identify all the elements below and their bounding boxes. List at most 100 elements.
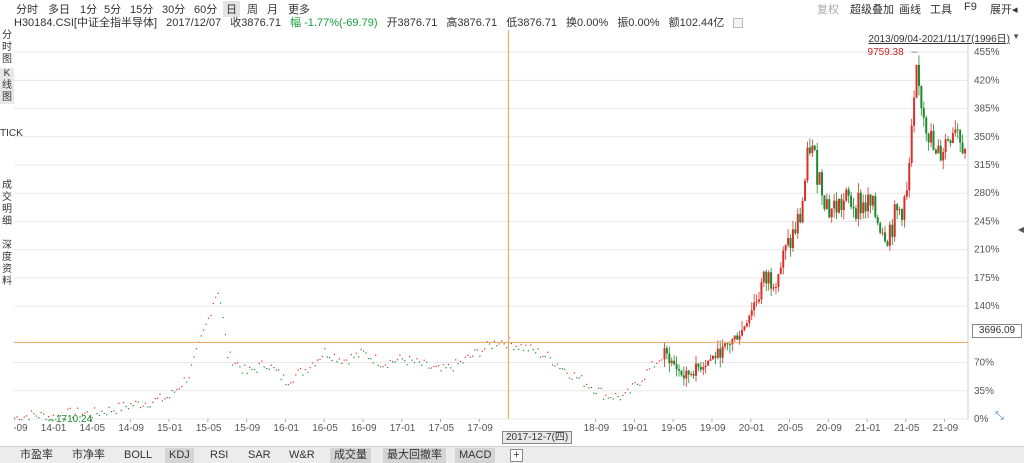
price-dot [605,394,607,396]
price-dot [593,392,595,394]
price-dot [559,367,561,370]
quote-info-row: H30184.CSI[中证全指半导体] 2017/12/07 收3876.71 … [14,14,749,29]
expand-button[interactable]: 展开◂ [990,4,1018,16]
x-tick-label: 15-01 [157,423,183,432]
period-15min[interactable]: 15分 [130,4,154,16]
date-range-label[interactable]: 2013/09/04-2021/11/17(1996日) [868,34,1010,45]
price-dot [103,412,105,414]
period-60min[interactable]: 60分 [194,4,218,16]
price-dot [493,340,496,342]
price-dot [602,398,605,400]
candle-body [869,194,872,206]
price-dot [278,369,280,371]
price-dot [188,377,190,379]
candle-body [694,363,697,376]
settings-checkbox-icon[interactable] [733,18,744,29]
candle-body [801,200,804,223]
price-dot [479,355,481,357]
candle-body [714,355,717,358]
close-value: 收3876.71 [230,17,281,29]
candle-body [944,139,947,152]
kline-chart[interactable]: 455% 420% 385% 350% 315% 280% 245% 210% 175% 140%… [14,30,1022,432]
price-dot [285,384,287,386]
tab-boll[interactable]: BOLL [124,449,153,461]
tab-volume[interactable]: 成交量 [330,448,371,463]
fuquan-button[interactable]: 复权 [817,4,839,16]
candle-body [670,360,673,364]
side-tab-deal-detail[interactable]: 成交明细 [2,180,12,227]
side-tab-depth[interactable]: 深度资料 [2,240,12,287]
price-dot [530,344,532,346]
side-tab-tick[interactable]: TICK [0,128,23,139]
price-dot [346,359,348,361]
candle-body [711,355,714,360]
candle-body [724,343,727,347]
draw-line-button[interactable]: 画线 [899,4,921,16]
tab-sar[interactable]: SAR [248,449,271,461]
price-dot [595,392,597,395]
side-expand-arrow-icon[interactable]: ◀ [1017,225,1024,234]
y-tick-label: 140% [974,301,1000,312]
price-dot [564,368,566,370]
price-dot [246,372,248,374]
price-dot [425,361,428,363]
period-more[interactable]: 更多 [288,4,310,16]
period-day[interactable]: 日 [223,1,240,17]
side-tab-kline[interactable]: K线图 [0,68,14,104]
period-month[interactable]: 月 [267,4,278,16]
tools-button[interactable]: 工具 [930,4,952,16]
price-dot [321,355,323,357]
price-dot [476,349,479,351]
candle-body [738,335,741,340]
tab-max-drawdown[interactable]: 最大回撤率 [383,448,446,463]
price-dot [283,374,285,376]
price-dot [610,396,612,399]
price-dot [251,368,253,371]
candle-body [900,209,903,220]
period-week[interactable]: 周 [247,4,258,16]
price-dot [556,363,559,365]
candle-body [736,335,739,340]
price-dot [578,377,580,379]
period-5min[interactable]: 5分 [104,4,122,16]
price-dot [522,349,525,351]
price-dot [481,350,483,352]
price-dot [115,412,117,415]
candle-body [804,180,807,201]
range-dropdown-icon[interactable]: ▼ [1012,32,1020,41]
price-dot [23,416,25,418]
period-multiday[interactable]: 多日 [48,4,70,16]
candle-body [888,224,891,246]
price-dot [18,419,21,421]
price-dot [653,366,655,368]
candle-body [750,310,753,316]
f9-button[interactable]: F9 [964,1,977,13]
price-dot [140,406,142,409]
period-fenshi[interactable]: 分时 [16,4,38,16]
tab-rsi[interactable]: RSI [210,449,229,461]
tab-macd[interactable]: MACD [455,448,496,463]
price-dot [658,360,660,362]
tab-pb[interactable]: 市净率 [72,449,105,461]
period-30min[interactable]: 30分 [162,4,186,16]
candle-body [741,329,744,336]
collapse-arrows-icon[interactable]: ⤡ [995,410,1004,422]
period-1min[interactable]: 1分 [80,4,98,16]
price-dot [227,357,229,359]
add-indicator-button[interactable]: + [510,449,523,462]
candle-body [842,200,845,210]
tab-kdj[interactable]: KDJ [165,448,194,463]
tab-pe[interactable]: 市盈率 [20,449,53,461]
super-overlay-button[interactable]: 超级叠加 [850,4,894,16]
candle-body [934,149,937,154]
price-dot [450,367,452,369]
tab-wr[interactable]: W&R [289,449,315,461]
x-tick-label: 17-05 [429,423,455,432]
price-dot [428,367,430,369]
side-tab-fenshi[interactable]: 分时图 [2,30,12,65]
price-dot [617,395,619,398]
price-dot [581,375,583,377]
price-dot [459,360,462,363]
x-tick-label: 19-01 [622,423,648,432]
price-dot [35,415,38,417]
